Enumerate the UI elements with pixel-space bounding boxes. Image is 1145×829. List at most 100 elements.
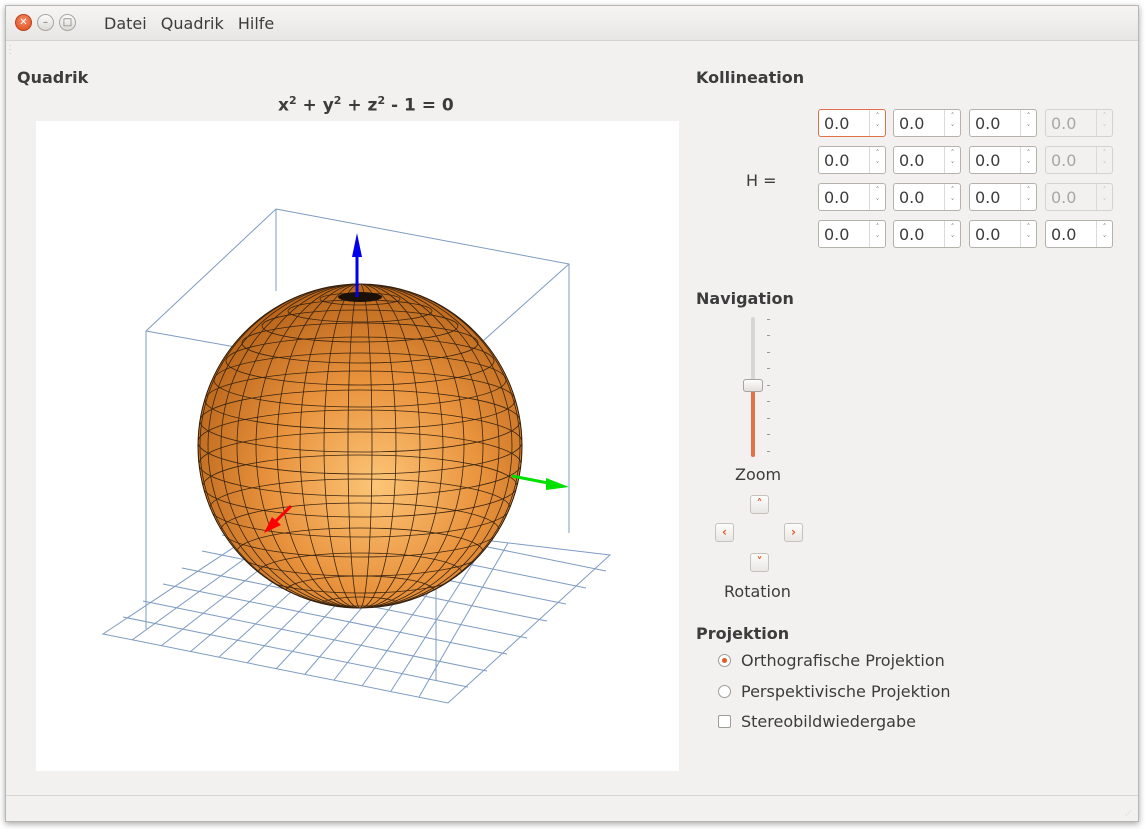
formula-y: + y [296, 95, 334, 116]
app-window: ✕ – □ Datei Quadrik Hilfe · · · Quadrik x2… [5, 5, 1139, 822]
cell-value: 0.0 [1051, 114, 1077, 133]
rotate-up-button[interactable]: ˄ [750, 495, 769, 514]
navigation-section-title: Navigation [696, 289, 794, 308]
stereo-checkbox[interactable] [718, 715, 731, 728]
cell-value: 0.0 [824, 188, 850, 207]
matrix-cell-r1c2[interactable]: 0.0 ˄ ˅ [893, 109, 961, 137]
matrix-cell-r4c3[interactable]: 0.0 ˄ ˅ [969, 220, 1037, 248]
matrix-cell-r2c3[interactable]: 0.0 ˄ ˅ [969, 146, 1037, 174]
cell-value: 0.0 [1051, 151, 1077, 170]
matrix-cell-r3c3[interactable]: 0.0 ˄ ˅ [969, 183, 1037, 211]
cell-value: 0.0 [899, 151, 925, 170]
spin-arrows[interactable]: ˄ ˅ [869, 147, 885, 173]
title-bar: ✕ – □ Datei Quadrik Hilfe [6, 6, 1138, 41]
stereo-label[interactable]: Stereobildwiedergabe [741, 712, 916, 731]
perspective-label[interactable]: Perspektivische Projektion [741, 682, 951, 701]
formula-rest: - 1 = 0 [385, 95, 454, 116]
collineation-section-title: Kollineation [696, 68, 805, 87]
sphere [197, 283, 523, 609]
axis-z [352, 233, 362, 297]
quadric-section-title: Quadrik [17, 68, 89, 87]
cell-value: 0.0 [975, 151, 1001, 170]
quadric-3d-view[interactable] [36, 121, 679, 771]
matrix-cell-r1c4: 0.0 ˄ ˅ [1045, 109, 1113, 137]
spin-arrows: ˄ ˅ [1096, 110, 1112, 136]
spin-arrows: ˄ ˅ [1096, 184, 1112, 210]
cell-value: 0.0 [899, 114, 925, 133]
rotation-label: Rotation [724, 582, 791, 601]
axis-y [511, 474, 569, 490]
formula-exp-x: 2 [288, 94, 297, 107]
cell-value: 0.0 [824, 225, 850, 244]
close-icon: ✕ [19, 17, 28, 28]
matrix-cell-r3c1[interactable]: 0.0 ˄ ˅ [818, 183, 886, 211]
spin-arrows[interactable]: ˄ ˅ [1020, 221, 1036, 247]
matrix-cell-r3c4: 0.0 ˄ ˅ [1045, 183, 1113, 211]
status-bar: ⋰ [6, 795, 1138, 821]
menu-hilfe[interactable]: Hilfe [237, 14, 275, 33]
spin-arrows[interactable]: ˄ ˅ [1020, 110, 1036, 136]
formula-x: x [278, 95, 289, 116]
cell-value: 0.0 [899, 188, 925, 207]
resize-grip-icon[interactable]: ⋰ [1125, 810, 1131, 817]
formula-exp-y: 2 [333, 94, 342, 107]
cell-value: 0.0 [824, 151, 850, 170]
rotate-down-button[interactable]: ˅ [750, 553, 769, 572]
spin-arrows[interactable]: ˄ ˅ [869, 184, 885, 210]
perspective-radio[interactable] [718, 685, 731, 698]
cell-value: 0.0 [1051, 225, 1077, 244]
chevron-up-icon: ˄ [756, 497, 763, 511]
cell-value: 0.0 [975, 114, 1001, 133]
matrix-label: H = [746, 171, 777, 190]
zoom-slider-handle[interactable] [743, 379, 763, 392]
cell-value: 0.0 [1051, 188, 1077, 207]
matrix-cell-r1c1[interactable]: 0.0 ˄ ˅ [818, 109, 886, 137]
menu-bar: Datei Quadrik Hilfe [104, 14, 283, 33]
cell-value: 0.0 [975, 188, 1001, 207]
cell-value: 0.0 [975, 225, 1001, 244]
maximize-button[interactable]: □ [59, 14, 76, 31]
minimize-icon: – [43, 17, 48, 28]
minimize-button[interactable]: – [37, 14, 54, 31]
cell-value: 0.0 [899, 225, 925, 244]
matrix-cell-r2c4: 0.0 ˄ ˅ [1045, 146, 1113, 174]
spin-arrows[interactable]: ˄ ˅ [869, 221, 885, 247]
zoom-slider-ticks [767, 319, 771, 459]
chevron-down-icon: ˅ [756, 555, 763, 569]
matrix-cell-r2c1[interactable]: 0.0 ˄ ˅ [818, 146, 886, 174]
chevron-right-icon: › [791, 525, 796, 539]
spin-arrows[interactable]: ˄ ˅ [869, 110, 885, 136]
quadric-scene [101, 208, 612, 704]
orthographic-radio[interactable] [718, 654, 731, 667]
matrix-cell-r1c3[interactable]: 0.0 ˄ ˅ [969, 109, 1037, 137]
rotate-left-button[interactable]: ‹ [715, 523, 734, 542]
axis-x [264, 504, 293, 533]
matrix-cell-r2c2[interactable]: 0.0 ˄ ˅ [893, 146, 961, 174]
zoom-slider-fill [751, 386, 755, 457]
spin-arrows[interactable]: ˄ ˅ [1020, 147, 1036, 173]
spin-arrows[interactable]: ˄ ˅ [1096, 221, 1112, 247]
matrix-cell-r3c2[interactable]: 0.0 ˄ ˅ [893, 183, 961, 211]
spin-arrows[interactable]: ˄ ˅ [944, 110, 960, 136]
spin-arrows[interactable]: ˄ ˅ [944, 221, 960, 247]
formula-z: + z [341, 95, 378, 116]
quadric-formula: x2 + y2 + z2 - 1 = 0 [278, 94, 454, 116]
zoom-label: Zoom [735, 465, 782, 484]
matrix-cell-r4c2[interactable]: 0.0 ˄ ˅ [893, 220, 961, 248]
spin-arrows[interactable]: ˄ ˅ [944, 147, 960, 173]
chevron-left-icon: ‹ [722, 525, 727, 539]
close-button[interactable]: ✕ [15, 14, 32, 31]
matrix-cell-r4c4[interactable]: 0.0 ˄ ˅ [1045, 220, 1113, 248]
spin-arrows[interactable]: ˄ ˅ [1020, 184, 1036, 210]
rotate-right-button[interactable]: › [784, 523, 803, 542]
projection-section-title: Projektion [696, 624, 790, 643]
menu-quadrik[interactable]: Quadrik [160, 14, 224, 33]
orthographic-label[interactable]: Orthografische Projektion [741, 651, 945, 670]
spin-arrows: ˄ ˅ [1096, 147, 1112, 173]
spin-arrows[interactable]: ˄ ˅ [944, 184, 960, 210]
toolbar-grip: · · · [9, 42, 12, 58]
formula-exp-z: 2 [377, 94, 386, 107]
cell-value: 0.0 [824, 114, 850, 133]
matrix-cell-r4c1[interactable]: 0.0 ˄ ˅ [818, 220, 886, 248]
menu-datei[interactable]: Datei [104, 14, 147, 33]
